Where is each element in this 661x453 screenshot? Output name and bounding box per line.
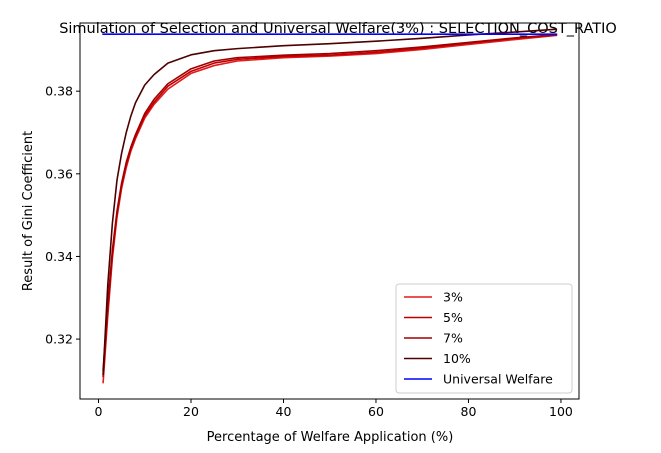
legend-box bbox=[395, 283, 573, 394]
x-axis-label: Percentage of Welfare Application (%) bbox=[207, 430, 454, 445]
legend-label-3: 10% bbox=[443, 351, 471, 366]
legend-label-4: Universal Welfare bbox=[443, 372, 553, 387]
legend: 3% 5% 7% 10% Universal Welfare bbox=[395, 283, 573, 394]
x-tick-label: 80 bbox=[461, 404, 477, 419]
x-axis: 0 20 40 60 80 100 bbox=[95, 399, 573, 419]
axes-frame bbox=[79, 22, 580, 400]
y-tick-label: 0.36 bbox=[45, 166, 73, 181]
plot-area bbox=[102, 28, 558, 384]
legend-label-2: 7% bbox=[443, 331, 463, 346]
series-line-3 bbox=[102, 28, 558, 376]
x-tick-label: 100 bbox=[549, 404, 573, 419]
y-axis-label: Result of Gini Coefficient bbox=[21, 131, 36, 291]
y-tick-label: 0.38 bbox=[45, 84, 73, 99]
y-axis: 0.32 0.34 0.36 0.38 bbox=[45, 84, 80, 347]
x-tick-label: 20 bbox=[183, 404, 199, 419]
y-tick-label: 0.34 bbox=[45, 249, 73, 264]
legend-label-0: 3% bbox=[443, 290, 463, 305]
x-tick-label: 0 bbox=[95, 404, 103, 419]
x-tick-label: 60 bbox=[368, 404, 384, 419]
y-tick-label: 0.32 bbox=[45, 332, 73, 347]
series-line-2 bbox=[102, 33, 558, 371]
x-tick-label: 40 bbox=[276, 404, 292, 419]
chart-title: Simulation of Selection and Universal We… bbox=[59, 21, 617, 37]
legend-label-1: 5% bbox=[443, 310, 463, 325]
